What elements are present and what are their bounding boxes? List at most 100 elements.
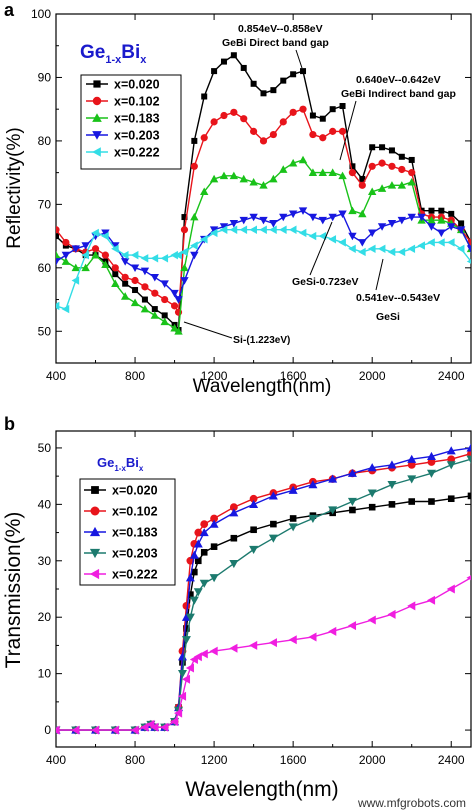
data-point [407,460,416,469]
data-point [71,263,80,272]
data-point [397,216,407,225]
legend-marker [92,113,102,122]
data-point [200,549,208,556]
series-x=0.203 [56,207,471,304]
data-point [181,612,191,621]
data-point [347,621,357,631]
data-point [170,289,179,298]
data-point [426,451,436,460]
data-point [209,646,218,656]
data-point [417,213,426,222]
data-point [81,250,90,260]
x-tick-label: 1600 [280,753,307,767]
data-point [220,58,227,65]
data-point [446,446,456,455]
data-point [339,103,346,110]
legend-marker [93,80,101,88]
y-tick-label: 80 [38,134,52,148]
data-point [377,244,386,253]
data-point [250,80,257,87]
data-point [240,115,248,123]
data-point [387,247,396,257]
data-point [428,207,435,214]
data-point [160,317,169,326]
y-tick-label: 40 [38,497,52,511]
data-point [388,162,396,170]
legend-item: x=0.222 [86,146,160,160]
data-point [387,181,397,189]
data-point [194,528,203,537]
data-point [160,280,169,288]
data-point [407,177,416,186]
data-point [269,174,278,183]
data-point [160,722,169,732]
y-tick-label: 30 [38,554,52,568]
data-point [377,223,387,231]
data-point [407,213,416,222]
legend-marker [90,506,100,516]
data-point [309,112,316,119]
data-point [268,638,277,648]
data-point [379,144,386,151]
legend-title-bi: Bi [121,42,140,63]
data-point [71,725,80,735]
legend-item: x=0.203 [84,547,158,561]
data-point [279,213,288,222]
data-point [367,229,377,238]
data-point [193,652,202,662]
data-point [338,171,347,180]
data-point [377,184,387,192]
data-point [446,461,456,470]
panel-b-series [56,443,471,735]
data-point [190,162,198,170]
panel-a-legend: Ge1-xBix x=0.020x=0.102x=0.183x=0.203x=0… [80,42,182,170]
data-point [298,207,308,215]
data-point [170,250,178,260]
data-point [438,207,445,214]
data-point [91,228,99,238]
data-point [177,691,187,701]
data-point [239,216,248,225]
data-point [426,469,436,478]
data-point [200,235,208,244]
data-point [308,168,318,176]
legend-marker [89,568,100,580]
data-point [367,615,376,625]
anno-si-gap: Si-(1.223eV) [233,334,290,346]
data-point [193,588,203,597]
data-point [185,613,195,622]
data-point [182,602,191,610]
data-point [200,187,209,196]
data-point [348,244,356,253]
data-point [367,463,377,472]
x-tick-label: 800 [125,753,145,767]
data-point [220,111,228,120]
data-point [348,206,357,215]
data-point [170,717,179,727]
data-point [249,177,258,186]
data-point [229,643,238,653]
data-point [249,640,258,650]
data-point [101,251,110,259]
data-point [338,238,346,247]
data-point [200,520,209,529]
data-point [187,591,194,598]
data-point [347,497,357,507]
legend-item: x=0.020 [84,484,158,498]
data-point [249,213,258,222]
data-point [151,289,159,297]
anno-indirect-gap-energy: 0.640eV--0.642eV [356,74,441,86]
data-point [279,118,287,126]
data-point [250,526,257,534]
data-point [174,327,183,335]
data-point [259,216,268,225]
panel-a-plot-frame [55,13,472,364]
data-point [209,519,219,528]
data-point [130,725,139,735]
legend-label: x=0.203 [112,547,158,561]
data-point [190,212,199,221]
data-point [407,475,417,484]
data-point [437,238,445,247]
